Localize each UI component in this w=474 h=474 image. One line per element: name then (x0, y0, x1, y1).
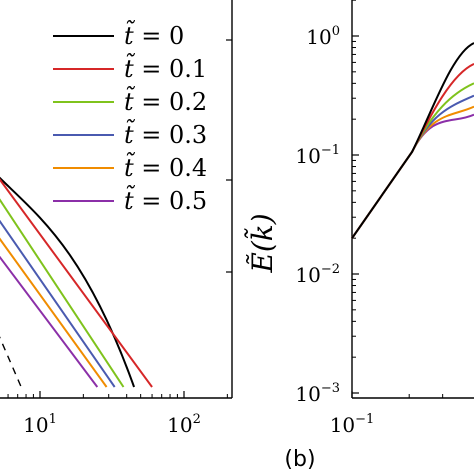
series-line (0, 255, 99, 388)
legend-label: t̃ = 0.5 (124, 184, 207, 215)
series-line (351, 94, 474, 239)
legend-label: t̃ = 0 (124, 19, 184, 50)
reference-slope-line (0, 336, 22, 387)
panel-a-x-tick-labels: 101 102 (23, 412, 201, 437)
panel-a-ticks (7, 39, 232, 398)
y-tick-label: 10−3 (295, 381, 340, 406)
panel-b-series (351, 42, 474, 239)
series-line (351, 113, 474, 239)
x-tick-label: 101 (23, 412, 57, 437)
panel-b-y-tick-labels: 100 10−1 10−2 10−3 (295, 24, 340, 406)
legend-label: t̃ = 0.2 (124, 85, 207, 116)
panel-b: 100 10−1 10−2 10−3 10−1 Ẽ(k̃) (244, 0, 474, 437)
series-line (0, 178, 153, 388)
y-tick-label: 100 (306, 24, 340, 49)
series-line (0, 198, 125, 388)
panel-b-tag: (b) (284, 447, 315, 472)
series-line (351, 42, 474, 239)
panel-b-y-axis-label: Ẽ(k̃) (244, 213, 279, 273)
x-tick-label: 102 (167, 412, 201, 437)
legend-label: t̃ = 0.4 (124, 151, 207, 182)
series-line (0, 176, 136, 388)
legend: t̃ = 0t̃ = 0.1t̃ = 0.2t̃ = 0.3t̃ = 0.4t̃… (53, 19, 207, 215)
y-tick-label: 10−2 (295, 262, 340, 287)
panel-b-x-tick-labels: 10−1 (330, 412, 375, 437)
x-tick-label: 10−1 (330, 412, 375, 437)
series-line (0, 237, 108, 388)
legend-label: t̃ = 0.3 (124, 118, 207, 149)
panel-a-series (0, 176, 153, 388)
y-tick-label: 10−1 (295, 143, 340, 168)
legend-label: t̃ = 0.1 (124, 52, 207, 83)
panel-a: 101 102 (0, 0, 233, 437)
panel-b-ticks (351, 0, 444, 398)
series-line (0, 219, 116, 388)
series-line (351, 82, 474, 239)
series-line (351, 105, 474, 239)
